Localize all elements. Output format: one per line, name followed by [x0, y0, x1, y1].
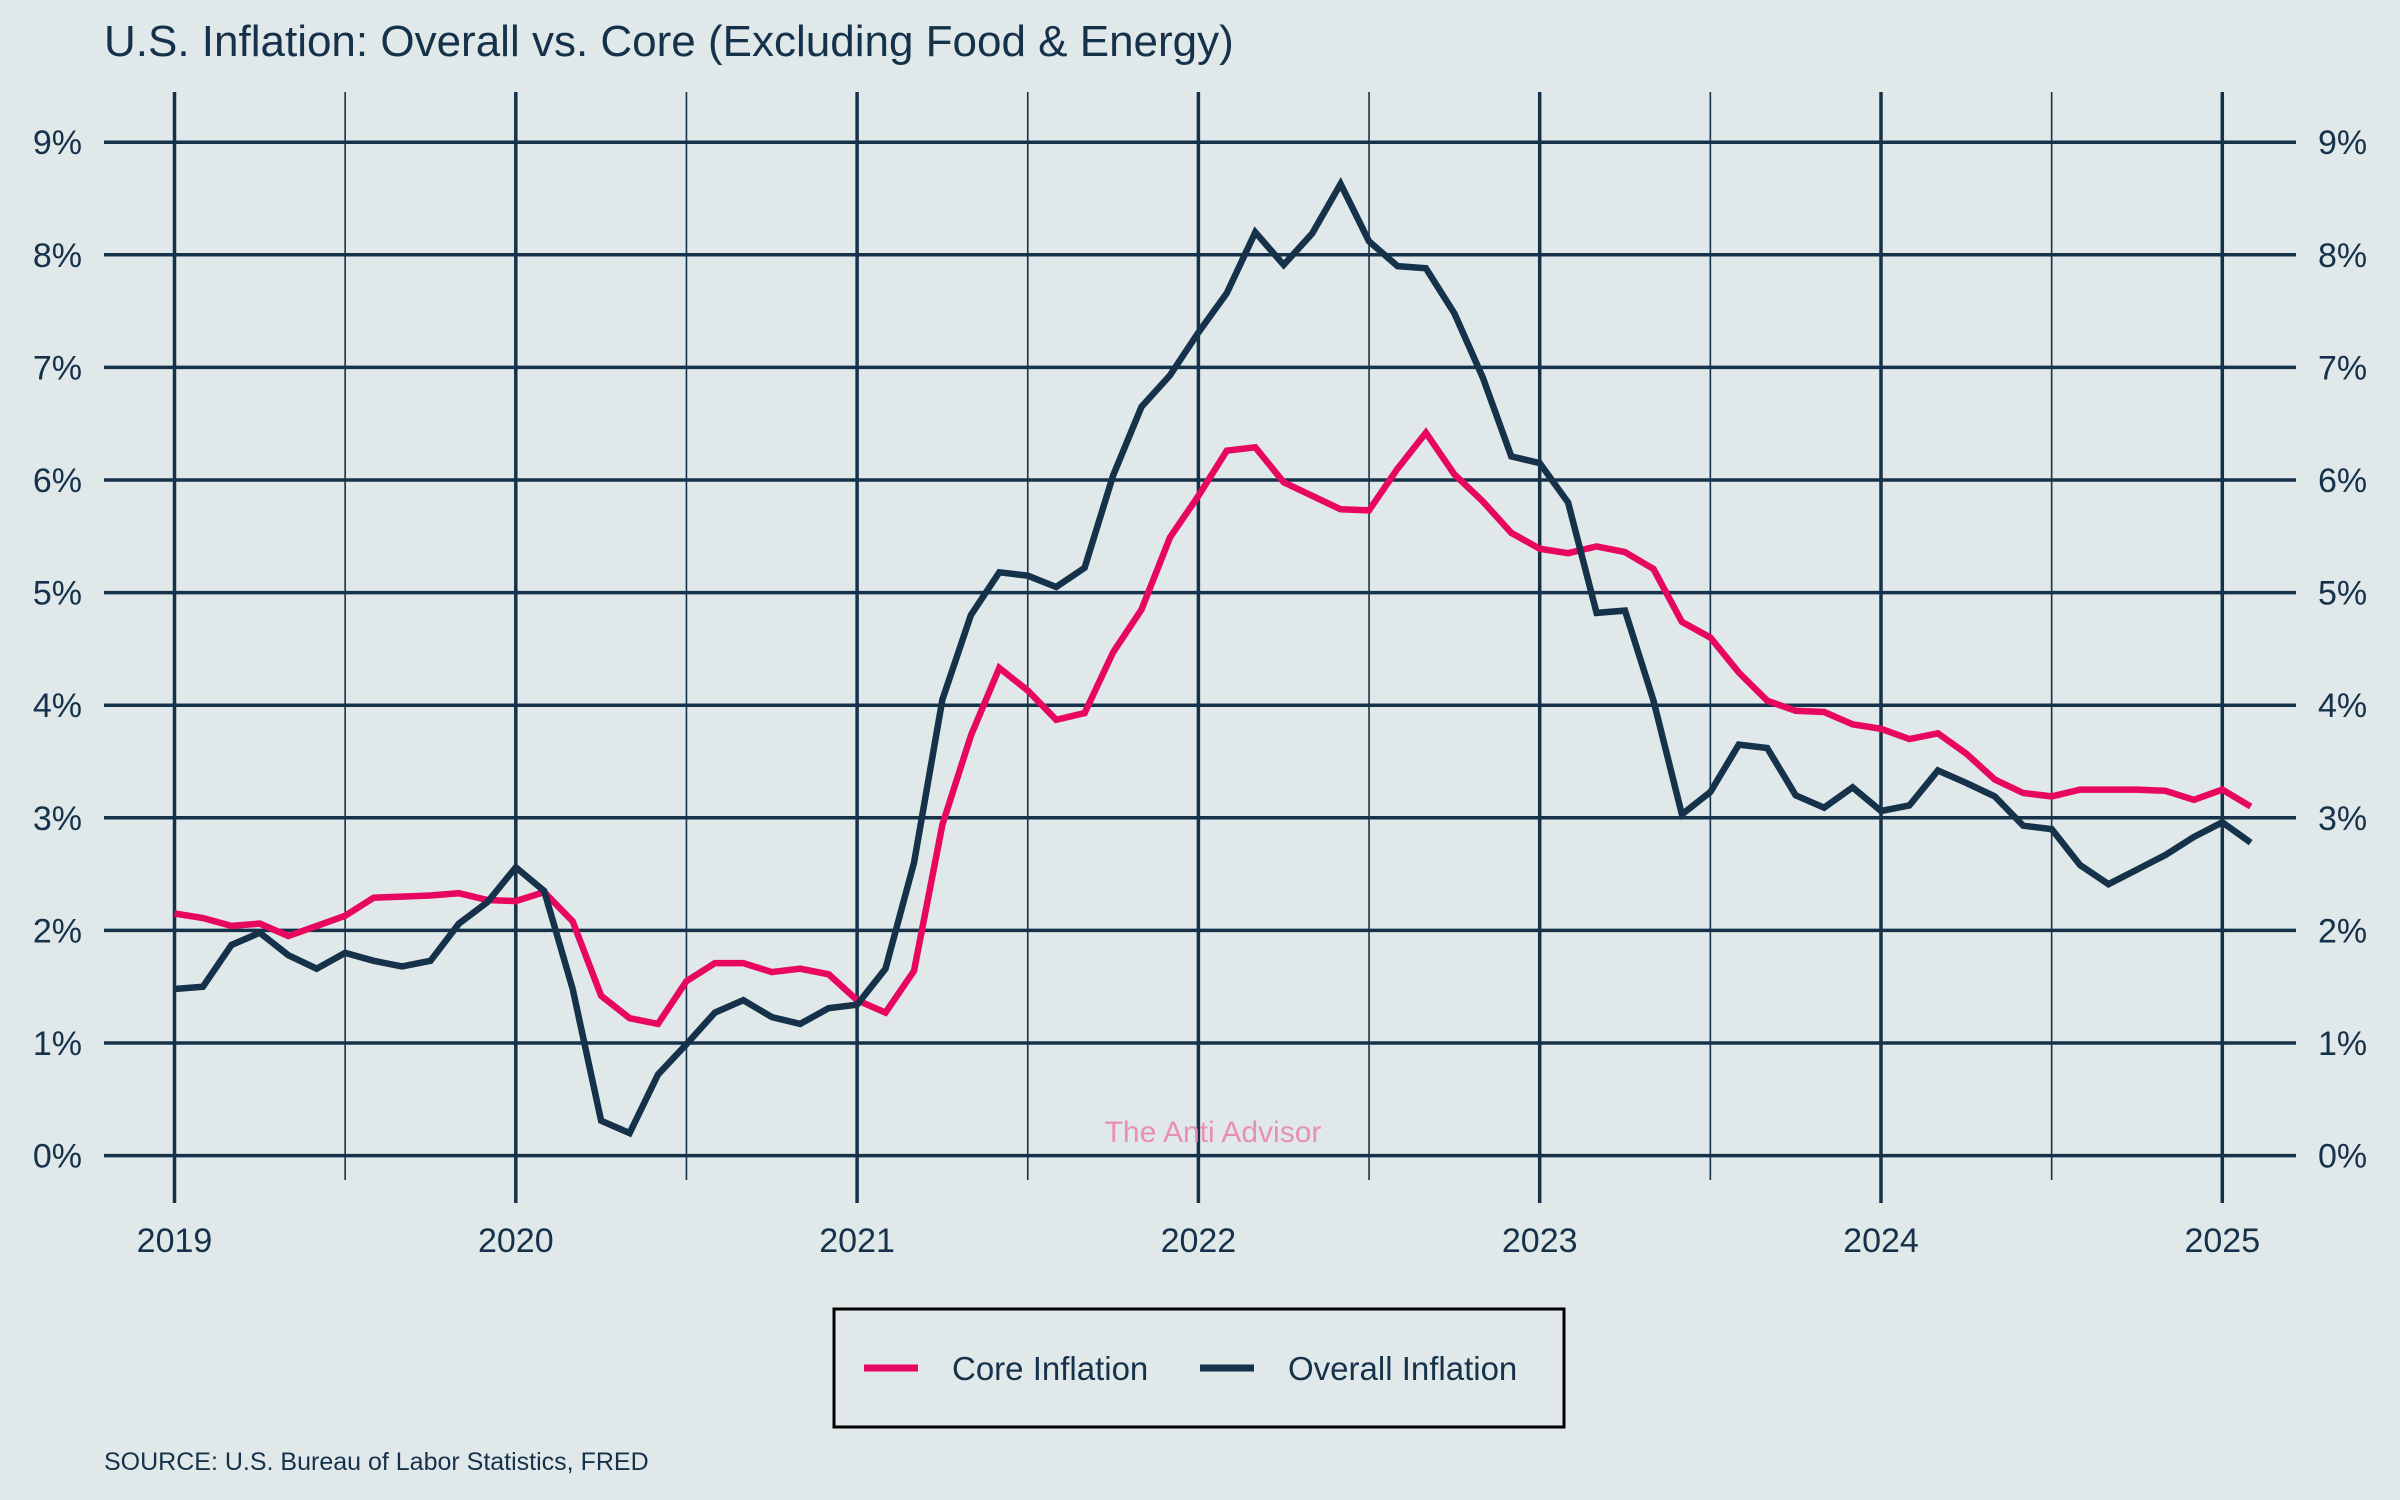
x-tick-label: 2021 [819, 1222, 895, 1260]
chart-title: U.S. Inflation: Overall vs. Core (Exclud… [104, 17, 1234, 66]
y-tick-labels: 0% 0% 1% 1% 2% 2% 3% 3% 4% 4% 5% 5% 6% 6% 7% 7% 8% 8% 9% 9% [33, 124, 2367, 1175]
y-tick-label-left: 4% [33, 687, 82, 725]
legend-label-core: Core Inflation [952, 1350, 1148, 1387]
y-tick-label-right: 7% [2318, 349, 2367, 387]
y-tick-label-right: 6% [2318, 462, 2367, 500]
watermark: The Anti Advisor [1105, 1116, 1322, 1149]
overall-inflation-line [174, 176, 2253, 1138]
source-note: SOURCE: U.S. Bureau of Labor Statistics,… [104, 1448, 649, 1476]
x-tick-labels: 2019 2020 2021 2022 2023 2024 2025 [137, 1222, 2260, 1260]
y-tick-label-right: 8% [2318, 237, 2367, 275]
y-tick-label-left: 3% [33, 800, 82, 838]
x-tick-label: 2023 [1502, 1222, 1578, 1260]
y-tick-label-left: 5% [33, 575, 82, 613]
core-inflation-line [173, 427, 2253, 1028]
y-tick-label-right: 9% [2318, 124, 2367, 162]
y-tick-label-right: 5% [2318, 575, 2367, 613]
y-tick-label-right: 0% [2318, 1138, 2367, 1176]
y-tick-label-left: 8% [33, 237, 82, 275]
series-lines [173, 176, 2253, 1138]
y-tick-label-right: 1% [2318, 1025, 2367, 1063]
y-tick-label-right: 3% [2318, 800, 2367, 838]
x-tick-label: 2019 [137, 1222, 213, 1260]
y-tick-label-left: 9% [33, 124, 82, 162]
y-tick-label-left: 0% [33, 1138, 82, 1176]
y-tick-label-left: 1% [33, 1025, 82, 1063]
y-tick-label-right: 4% [2318, 687, 2367, 725]
legend-label-overall: Overall Inflation [1288, 1350, 1517, 1387]
y-tick-label-left: 7% [33, 349, 82, 387]
legend-box [832, 1307, 1566, 1429]
x-tick-label: 2024 [1843, 1222, 1919, 1260]
grid [104, 92, 2296, 1203]
x-tick-label: 2025 [2184, 1222, 2260, 1260]
legend: Core Inflation Overall Inflation [832, 1307, 1566, 1429]
y-tick-label-left: 6% [33, 462, 82, 500]
y-tick-label-left: 2% [33, 912, 82, 950]
x-tick-label: 2020 [478, 1222, 554, 1260]
y-tick-label-right: 2% [2318, 912, 2367, 950]
x-tick-label: 2022 [1161, 1222, 1237, 1260]
